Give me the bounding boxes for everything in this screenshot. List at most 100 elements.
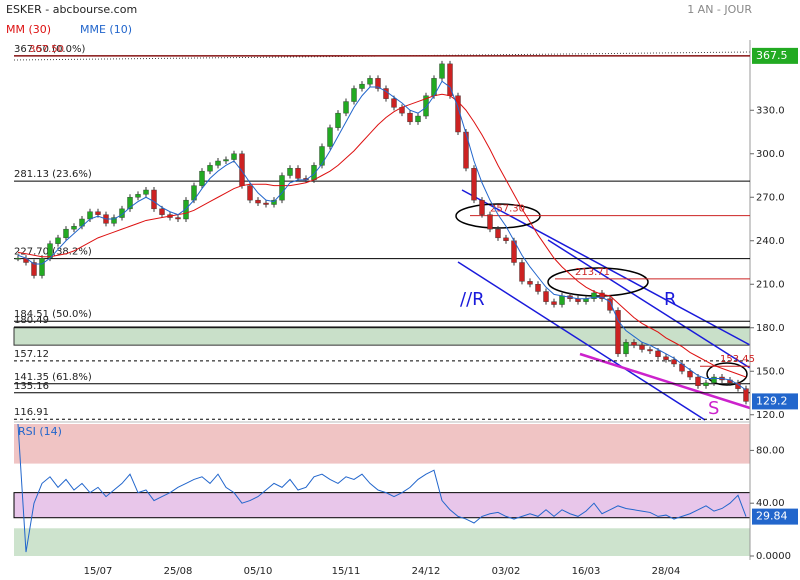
candle	[551, 301, 557, 305]
ellipse	[547, 267, 649, 297]
y-tick-label: 210.0	[756, 279, 785, 290]
y-tick-label: 150.0	[756, 366, 785, 377]
candle	[599, 292, 605, 299]
candle	[327, 127, 333, 147]
mm-line	[17, 93, 747, 378]
channel-line	[457, 261, 706, 421]
candle	[279, 175, 285, 201]
legend-mm: MM (30)	[6, 23, 51, 36]
candle	[159, 208, 165, 215]
candle	[543, 291, 549, 302]
y-tick-label: 180.0	[756, 323, 785, 334]
rsi-zone	[14, 528, 750, 556]
candle	[743, 388, 749, 402]
candle	[119, 208, 125, 218]
level-label: 367.50 (0.0%)	[14, 44, 85, 55]
candle	[359, 83, 365, 89]
candle	[207, 165, 213, 172]
x-tick-label: 03/02	[492, 566, 521, 577]
candle	[631, 342, 637, 346]
rsi-line	[17, 423, 747, 553]
candle	[231, 153, 237, 160]
ellipse	[706, 362, 748, 386]
candle	[527, 281, 533, 285]
level-label: 157.12	[14, 349, 49, 360]
candle	[95, 211, 101, 215]
mme-line	[17, 80, 747, 391]
candle	[183, 199, 189, 220]
candle	[407, 112, 413, 123]
zone	[13, 327, 751, 346]
candle	[247, 185, 253, 201]
candle	[663, 356, 669, 360]
resistance-box	[752, 47, 798, 64]
resistance-label: 367.5	[756, 49, 788, 62]
rsi-tick-label: 40.00	[756, 498, 785, 509]
candle	[623, 342, 629, 355]
candle	[463, 131, 469, 169]
candle	[479, 199, 485, 215]
candle	[695, 376, 701, 386]
candle	[215, 160, 221, 166]
x-tick-label: 16/03	[572, 566, 601, 577]
candle	[671, 359, 677, 365]
rsi-zone	[14, 424, 750, 464]
candle	[495, 228, 501, 239]
candle	[111, 217, 117, 224]
candle	[615, 310, 621, 355]
candle	[391, 98, 397, 108]
chart-title: ESKER - abcbourse.com	[6, 3, 137, 16]
x-tick-label: 25/08	[164, 566, 193, 577]
candle	[471, 168, 477, 201]
candle	[687, 371, 693, 378]
candle	[263, 202, 269, 205]
candle	[503, 237, 509, 241]
candle	[367, 78, 373, 85]
red-level-label: 153.45	[720, 354, 755, 365]
candle	[255, 199, 261, 204]
candle	[607, 298, 613, 311]
candle	[647, 349, 653, 352]
candle	[439, 63, 445, 79]
candle	[271, 199, 277, 205]
rsi-box	[752, 508, 798, 525]
level-label: 141.35 (61.8%)	[14, 372, 92, 383]
candle	[15, 257, 21, 260]
red-level-label: 257.30	[490, 204, 525, 215]
period: 1 AN - JOUR	[687, 3, 752, 16]
candle	[375, 78, 381, 89]
annotation: //R	[460, 289, 485, 310]
annotation: R	[664, 289, 677, 310]
candle	[175, 217, 181, 220]
y-tick-label: 270.0	[756, 192, 785, 203]
candle	[711, 376, 717, 384]
level-label: 180.49	[14, 315, 49, 326]
x-tick-label: 05/10	[244, 566, 273, 577]
y-tick-label: 330.0	[756, 105, 785, 116]
level-label: 227.70 (38.2%)	[14, 247, 92, 258]
candle	[639, 344, 645, 350]
level-label: 135.16	[14, 381, 49, 392]
candle	[591, 292, 597, 299]
candle	[287, 168, 293, 176]
candle	[415, 115, 421, 123]
candle	[423, 95, 429, 117]
rsi-tick-label: 0.0000	[756, 551, 791, 562]
candle	[703, 382, 709, 386]
channel-line	[547, 239, 751, 369]
candle	[39, 257, 45, 276]
candle	[335, 112, 341, 128]
rsi-legend: RSI (14)	[18, 425, 62, 438]
candle	[487, 214, 493, 230]
candle	[343, 101, 349, 114]
candle	[71, 226, 77, 230]
y-tick-label: 240.0	[756, 236, 785, 247]
candle	[559, 295, 565, 305]
candle	[535, 284, 541, 292]
y-tick-label: 120.0	[756, 410, 785, 421]
candle	[223, 159, 229, 162]
candle	[655, 350, 661, 357]
price-label: 129.2	[756, 394, 788, 407]
candle	[135, 194, 141, 198]
